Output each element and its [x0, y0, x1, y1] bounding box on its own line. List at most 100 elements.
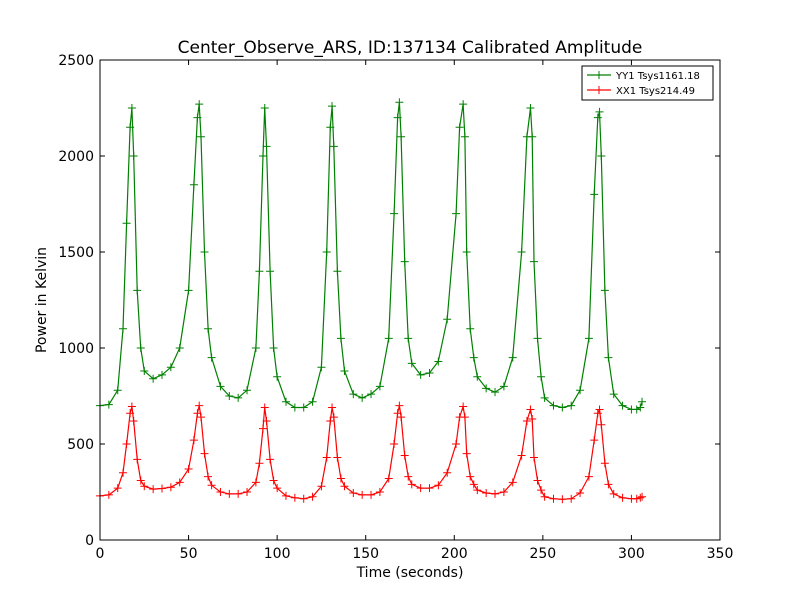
data-point: [260, 104, 269, 112]
series-line: [99, 102, 643, 410]
data-point: [195, 401, 204, 410]
data-point: [390, 440, 399, 448]
data-point: [317, 482, 326, 491]
data-point: [425, 368, 434, 377]
data-point: [636, 403, 645, 412]
data-point: [349, 488, 358, 497]
data-point: [358, 490, 367, 499]
data-point: [216, 488, 225, 496]
data-point: [255, 459, 264, 468]
data-point: [558, 495, 567, 504]
data-point: [308, 397, 317, 406]
data-point: [140, 482, 149, 491]
y-tick-label: 500: [67, 437, 94, 453]
legend-marker: [595, 86, 603, 94]
data-point: [129, 152, 138, 160]
data-point: [404, 334, 413, 343]
data-point: [193, 113, 202, 122]
data-point: [455, 123, 464, 132]
data-point: [499, 488, 508, 496]
data-point: [533, 476, 542, 485]
data-point: [473, 372, 482, 381]
data-point: [113, 484, 122, 493]
data-point: [434, 481, 443, 490]
data-point: [540, 492, 549, 501]
data-point: [604, 480, 613, 489]
data-point: [122, 440, 131, 448]
data-point: [443, 468, 452, 477]
data-point: [395, 401, 404, 410]
data-point: [384, 334, 393, 343]
data-point: [234, 489, 243, 498]
data-point: [533, 334, 542, 343]
data-point: [243, 386, 252, 395]
data-point: [204, 472, 213, 481]
data-point: [113, 386, 122, 395]
data-point: [166, 483, 175, 492]
x-axis-label: Time (seconds): [356, 565, 464, 581]
data-point: [638, 492, 647, 501]
data-point: [522, 416, 531, 425]
x-tick-label: 300: [618, 546, 645, 562]
data-point: [175, 478, 184, 487]
ticks-layer: 0 50 100 150 200 250 300 350 0 500 1000 1500 2000 250…: [58, 53, 733, 562]
data-point: [528, 132, 537, 141]
legend-box: [581, 65, 714, 101]
data-point: [618, 401, 627, 410]
legend-label: YY1 Tsys1161.18: [615, 71, 700, 82]
data-point: [195, 100, 204, 109]
series-0: [96, 98, 647, 414]
data-point: [158, 484, 166, 493]
data-point: [340, 482, 349, 491]
data-point: [604, 353, 613, 362]
data-point: [567, 401, 576, 410]
data-point: [530, 453, 538, 462]
data-point: [469, 480, 478, 489]
data-point: [358, 393, 367, 402]
data-point: [266, 267, 275, 276]
data-point: [460, 413, 469, 422]
data-point: [537, 486, 546, 495]
chart-title: Center_Observe_ARS, ID:137134 Calibrated…: [178, 38, 643, 58]
data-point: [618, 493, 627, 502]
data-point: [397, 132, 406, 141]
x-tick-label: 350: [707, 546, 734, 562]
data-point: [329, 413, 338, 422]
data-point: [189, 180, 198, 189]
legend-label: XX1 Tsys214.49: [616, 86, 695, 97]
data-point: [260, 403, 269, 412]
data-point: [129, 416, 138, 425]
data-point: [508, 353, 517, 362]
data-point: [367, 490, 376, 499]
y-tick-label: 1500: [58, 245, 94, 261]
legend-marker: [595, 71, 603, 79]
data-point: [166, 363, 175, 372]
data-point: [558, 403, 567, 412]
y-tick-label: 0: [85, 533, 94, 549]
data-point: [133, 286, 142, 295]
data-point: [491, 489, 500, 498]
data-point: [499, 382, 508, 391]
data-point: [491, 388, 500, 397]
data-point: [269, 476, 278, 485]
data-point: [609, 390, 618, 399]
data-point: [584, 472, 593, 481]
plot-layer: [96, 98, 647, 504]
data-point: [333, 267, 342, 276]
data-point: [367, 390, 376, 399]
data-point: [328, 102, 337, 111]
x-tick-label: 0: [96, 546, 105, 562]
data-point: [189, 436, 198, 445]
data-point: [340, 367, 349, 376]
data-point: [104, 490, 113, 499]
data-point: [196, 413, 205, 422]
data-point: [462, 248, 471, 256]
data-point: [400, 451, 409, 460]
data-point: [452, 440, 461, 448]
data-point: [149, 485, 158, 494]
legend: YY1 Tsys1161.18 XX1 Tsys214.49: [581, 65, 714, 101]
data-point: [404, 472, 413, 481]
data-point: [200, 248, 209, 256]
data-point: [460, 132, 469, 141]
data-point: [407, 359, 416, 368]
